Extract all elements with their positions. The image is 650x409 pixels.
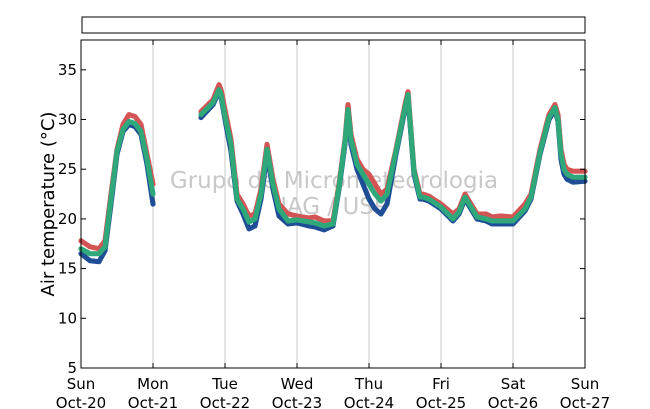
y-axis: 5 10 15 20 25 30 35 <box>58 61 585 377</box>
data-series <box>78 82 588 265</box>
x-tick-date: Oct-27 <box>560 394 610 409</box>
x-tick-weekday: Mon <box>137 375 169 393</box>
series-2 <box>78 87 588 257</box>
x-tick-date: Oct-21 <box>128 394 178 409</box>
x-tick-weekday: Sun <box>67 375 96 393</box>
x-tick-weekday: Fri <box>432 375 450 393</box>
x-tick-date: Oct-25 <box>416 394 466 409</box>
x-tick-date: Oct-20 <box>56 394 106 409</box>
y-tick-label: 5 <box>67 359 77 377</box>
x-tick-date: Oct-22 <box>200 394 250 409</box>
data-point <box>150 191 156 197</box>
y-tick-label: 15 <box>58 260 77 278</box>
y-axis-label: Air temperature (°C) <box>38 112 59 297</box>
y-tick-label: 30 <box>58 111 77 129</box>
y-tick-label: 25 <box>58 160 77 178</box>
x-tick-weekday: Tue <box>211 375 238 393</box>
watermark-line-1: Grupo de Micrometeorologia <box>170 168 498 194</box>
x-tick-weekday: Sat <box>501 375 526 393</box>
x-tick-date: Oct-23 <box>272 394 322 409</box>
legend-box <box>81 16 586 34</box>
x-tick-date: Oct-26 <box>488 394 538 409</box>
y-tick-label: 10 <box>58 309 77 327</box>
data-point <box>150 201 156 207</box>
x-tick-weekday: Thu <box>354 375 383 393</box>
x-tick-date: Oct-24 <box>344 394 394 409</box>
x-tick-weekday: Sun <box>571 375 600 393</box>
y-tick-label: 20 <box>58 210 77 228</box>
x-axis: SunOct-20MonOct-21TueOct-22WedOct-23ThuO… <box>56 40 610 409</box>
plot-frame <box>80 39 586 369</box>
x-tick-weekday: Wed <box>281 375 314 393</box>
y-tick-label: 35 <box>58 61 77 79</box>
